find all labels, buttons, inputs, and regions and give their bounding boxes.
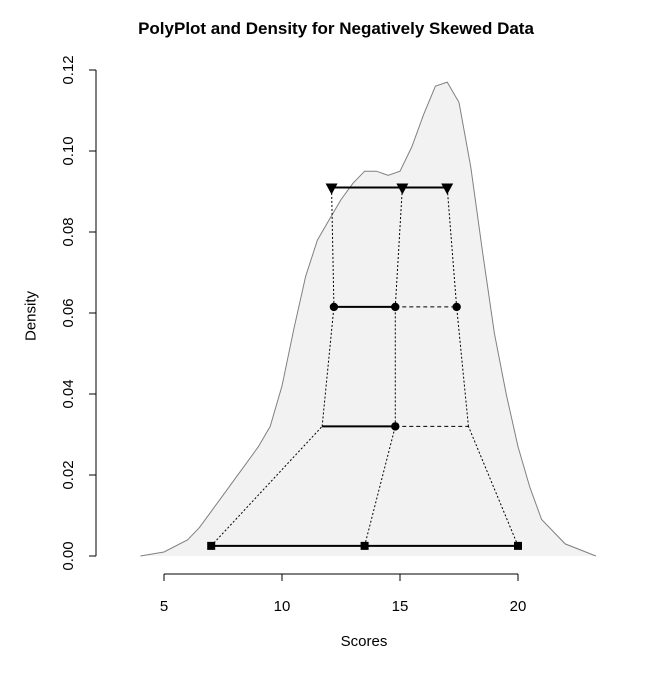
level-2-mid-point — [391, 302, 400, 312]
connector-mid-0 — [364, 426, 396, 546]
density-fill — [140, 82, 596, 556]
x-tick-label-20: 20 — [510, 598, 527, 615]
connector-right-1 — [456, 306, 469, 427]
level-0-left-point — [207, 541, 216, 550]
chart-title: PolyPlot and Density for Negatively Skew… — [138, 19, 534, 38]
level-2-right-point — [452, 302, 461, 312]
density-line — [140, 81, 597, 557]
y-tick-label-4: 0.08 — [60, 217, 77, 246]
y-axis-label: Density — [22, 290, 40, 342]
x-tick-label-5: 5 — [160, 598, 168, 615]
y-tick-label-1: 0.02 — [60, 460, 77, 489]
x-axis-label: Scores — [340, 633, 388, 650]
connector-left-1 — [321, 306, 335, 427]
level-0-mid-point — [360, 541, 369, 550]
level-1-mid-point — [391, 422, 400, 431]
level-0-right-point — [514, 541, 522, 550]
y-tick-label-6: 0.12 — [60, 55, 77, 84]
level-3-mid-point — [396, 183, 409, 195]
level-3-left-point — [325, 183, 338, 195]
connector-right-0 — [467, 426, 519, 547]
x-tick-label-15: 15 — [392, 598, 409, 615]
y-tick-label-0: 0.00 — [60, 541, 77, 570]
level-3-right-point — [441, 183, 454, 195]
x-tick-label-10: 10 — [274, 598, 291, 615]
y-tick-label-5: 0.10 — [60, 136, 77, 165]
y-tick-label-2: 0.04 — [60, 379, 77, 408]
level-2-left-point — [329, 302, 339, 312]
y-tick-label-3: 0.06 — [60, 298, 77, 327]
connector-left-0 — [210, 426, 323, 547]
